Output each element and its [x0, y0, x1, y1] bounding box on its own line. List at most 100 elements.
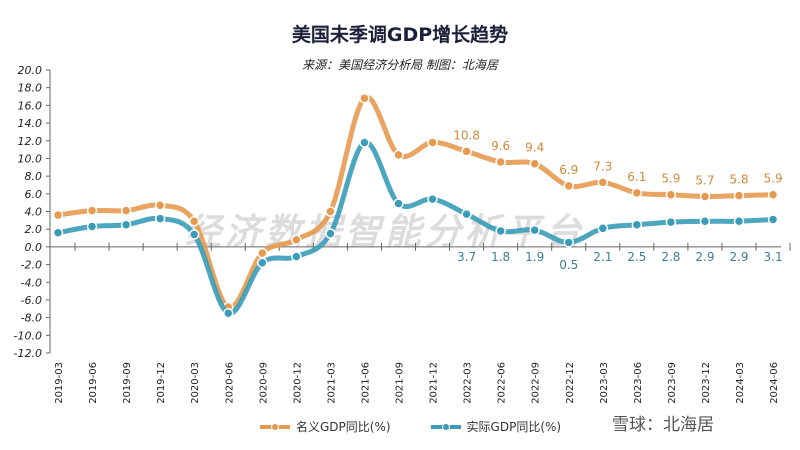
x-tick-label: 2020-06 — [224, 362, 235, 404]
data-label: 5.9 — [661, 172, 680, 186]
x-tick-label: 2020-09 — [258, 362, 269, 404]
data-label: 7.3 — [593, 159, 612, 173]
data-point — [257, 247, 268, 259]
data-point — [86, 205, 98, 216]
x-tick-label: 2021-06 — [360, 362, 371, 404]
data-label: 10.8 — [453, 128, 480, 142]
legend-label: 名义GDP同比(%) — [296, 420, 391, 434]
x-tick-label: 2022-09 — [531, 362, 542, 404]
x-tick-label: 2022-03 — [463, 362, 474, 404]
y-tick-label: 16.0 — [18, 99, 43, 112]
data-point — [699, 191, 711, 202]
data-label: 2.8 — [661, 250, 680, 264]
y-tick-label: -8.0 — [21, 312, 42, 325]
x-tick-label: 2019-09 — [122, 362, 133, 404]
data-point — [120, 219, 132, 231]
y-tick-label: 18.0 — [18, 82, 43, 95]
x-tick-label: 2023-12 — [701, 362, 712, 404]
data-label: 1.8 — [491, 250, 510, 264]
chart-title: 美国未季调GDP增长趋势 — [291, 24, 509, 46]
data-point — [495, 225, 506, 237]
data-point — [631, 219, 643, 231]
data-label: 0.5 — [559, 258, 578, 272]
data-point — [188, 229, 200, 240]
data-point — [767, 214, 779, 225]
data-label: 2.1 — [593, 250, 612, 264]
y-tick-label: -4.0 — [21, 276, 42, 289]
data-point — [665, 189, 677, 200]
data-point — [495, 156, 506, 168]
data-point — [529, 158, 540, 169]
data-point — [631, 187, 643, 199]
data-point — [120, 205, 132, 216]
legend-item-nominal: 名义GDP同比(%) — [260, 418, 391, 435]
x-tick-label: 2019-06 — [88, 362, 99, 404]
y-tick-label: 8.0 — [25, 170, 43, 183]
x-tick-label: 2022-12 — [565, 362, 576, 404]
watermark-source: 雪球：北海居 — [612, 415, 714, 435]
data-point — [529, 224, 540, 236]
y-tick-label: -2.0 — [21, 259, 42, 272]
y-tick-label: 12.0 — [18, 135, 43, 148]
data-label: 6.1 — [627, 170, 646, 184]
data-label: 2.5 — [627, 250, 646, 264]
y-tick-label: -6.0 — [21, 294, 42, 307]
data-point — [223, 307, 234, 319]
x-tick-label: 2024-06 — [769, 362, 780, 404]
data-label: 2.9 — [695, 250, 714, 264]
data-point — [461, 146, 472, 157]
x-tick-label: 2023-06 — [633, 362, 644, 404]
x-tick-label: 2023-03 — [599, 362, 610, 404]
data-point — [359, 137, 370, 148]
y-tick-label: 10.0 — [18, 152, 43, 165]
series-line-1 — [55, 140, 776, 316]
data-point — [86, 221, 98, 232]
data-point — [427, 193, 438, 205]
data-point — [257, 257, 268, 269]
x-tick-label: 2021-12 — [429, 362, 440, 404]
data-label: 3.7 — [457, 250, 476, 264]
y-tick-label: -12.0 — [14, 347, 42, 360]
data-point — [291, 234, 302, 246]
x-tick-label: 2020-12 — [292, 362, 303, 404]
chart-subtitle: 来源：美国经济分析局 制图：北海居 — [302, 58, 498, 72]
data-point — [597, 223, 609, 234]
x-tick-label: 2023-09 — [667, 362, 678, 404]
x-tick-label: 2021-03 — [326, 362, 337, 404]
x-tick-label: 2021-09 — [395, 362, 406, 404]
y-tick-label: 4.0 — [25, 206, 43, 219]
y-tick-label: 6.0 — [25, 188, 43, 201]
data-label: 9.4 — [525, 141, 544, 155]
data-point — [563, 237, 574, 248]
data-label: 9.6 — [491, 139, 510, 153]
data-label: 5.9 — [764, 172, 783, 186]
data-point — [188, 215, 200, 227]
data-label: 5.7 — [695, 173, 714, 187]
data-point — [699, 215, 711, 227]
y-tick-label: -10.0 — [14, 329, 42, 342]
y-tick-label: 14.0 — [18, 117, 43, 130]
data-point — [154, 200, 166, 211]
x-tick-label: 2019-03 — [54, 362, 65, 404]
data-label: 3.1 — [764, 250, 783, 264]
x-tick-label: 2024-03 — [735, 362, 746, 404]
data-point — [393, 149, 404, 161]
x-tick-label: 2020-03 — [190, 362, 201, 404]
data-point — [665, 216, 677, 228]
data-point — [733, 190, 745, 201]
data-point — [597, 177, 609, 188]
data-point — [52, 209, 64, 221]
y-tick-label: 2.0 — [25, 223, 43, 236]
data-label: 6.9 — [559, 163, 578, 177]
data-point — [461, 208, 472, 220]
legend: 名义GDP同比(%) 实际GDP同比(%) — [260, 418, 561, 435]
data-point — [52, 227, 64, 238]
data-point — [393, 198, 404, 209]
x-tick-label: 2019-12 — [156, 362, 167, 404]
y-tick-label: 20.0 — [18, 64, 43, 77]
data-point — [359, 93, 370, 104]
x-tick-label: 2022-06 — [497, 362, 508, 404]
legend-label: 实际GDP同比(%) — [466, 420, 562, 434]
data-point — [325, 228, 336, 239]
